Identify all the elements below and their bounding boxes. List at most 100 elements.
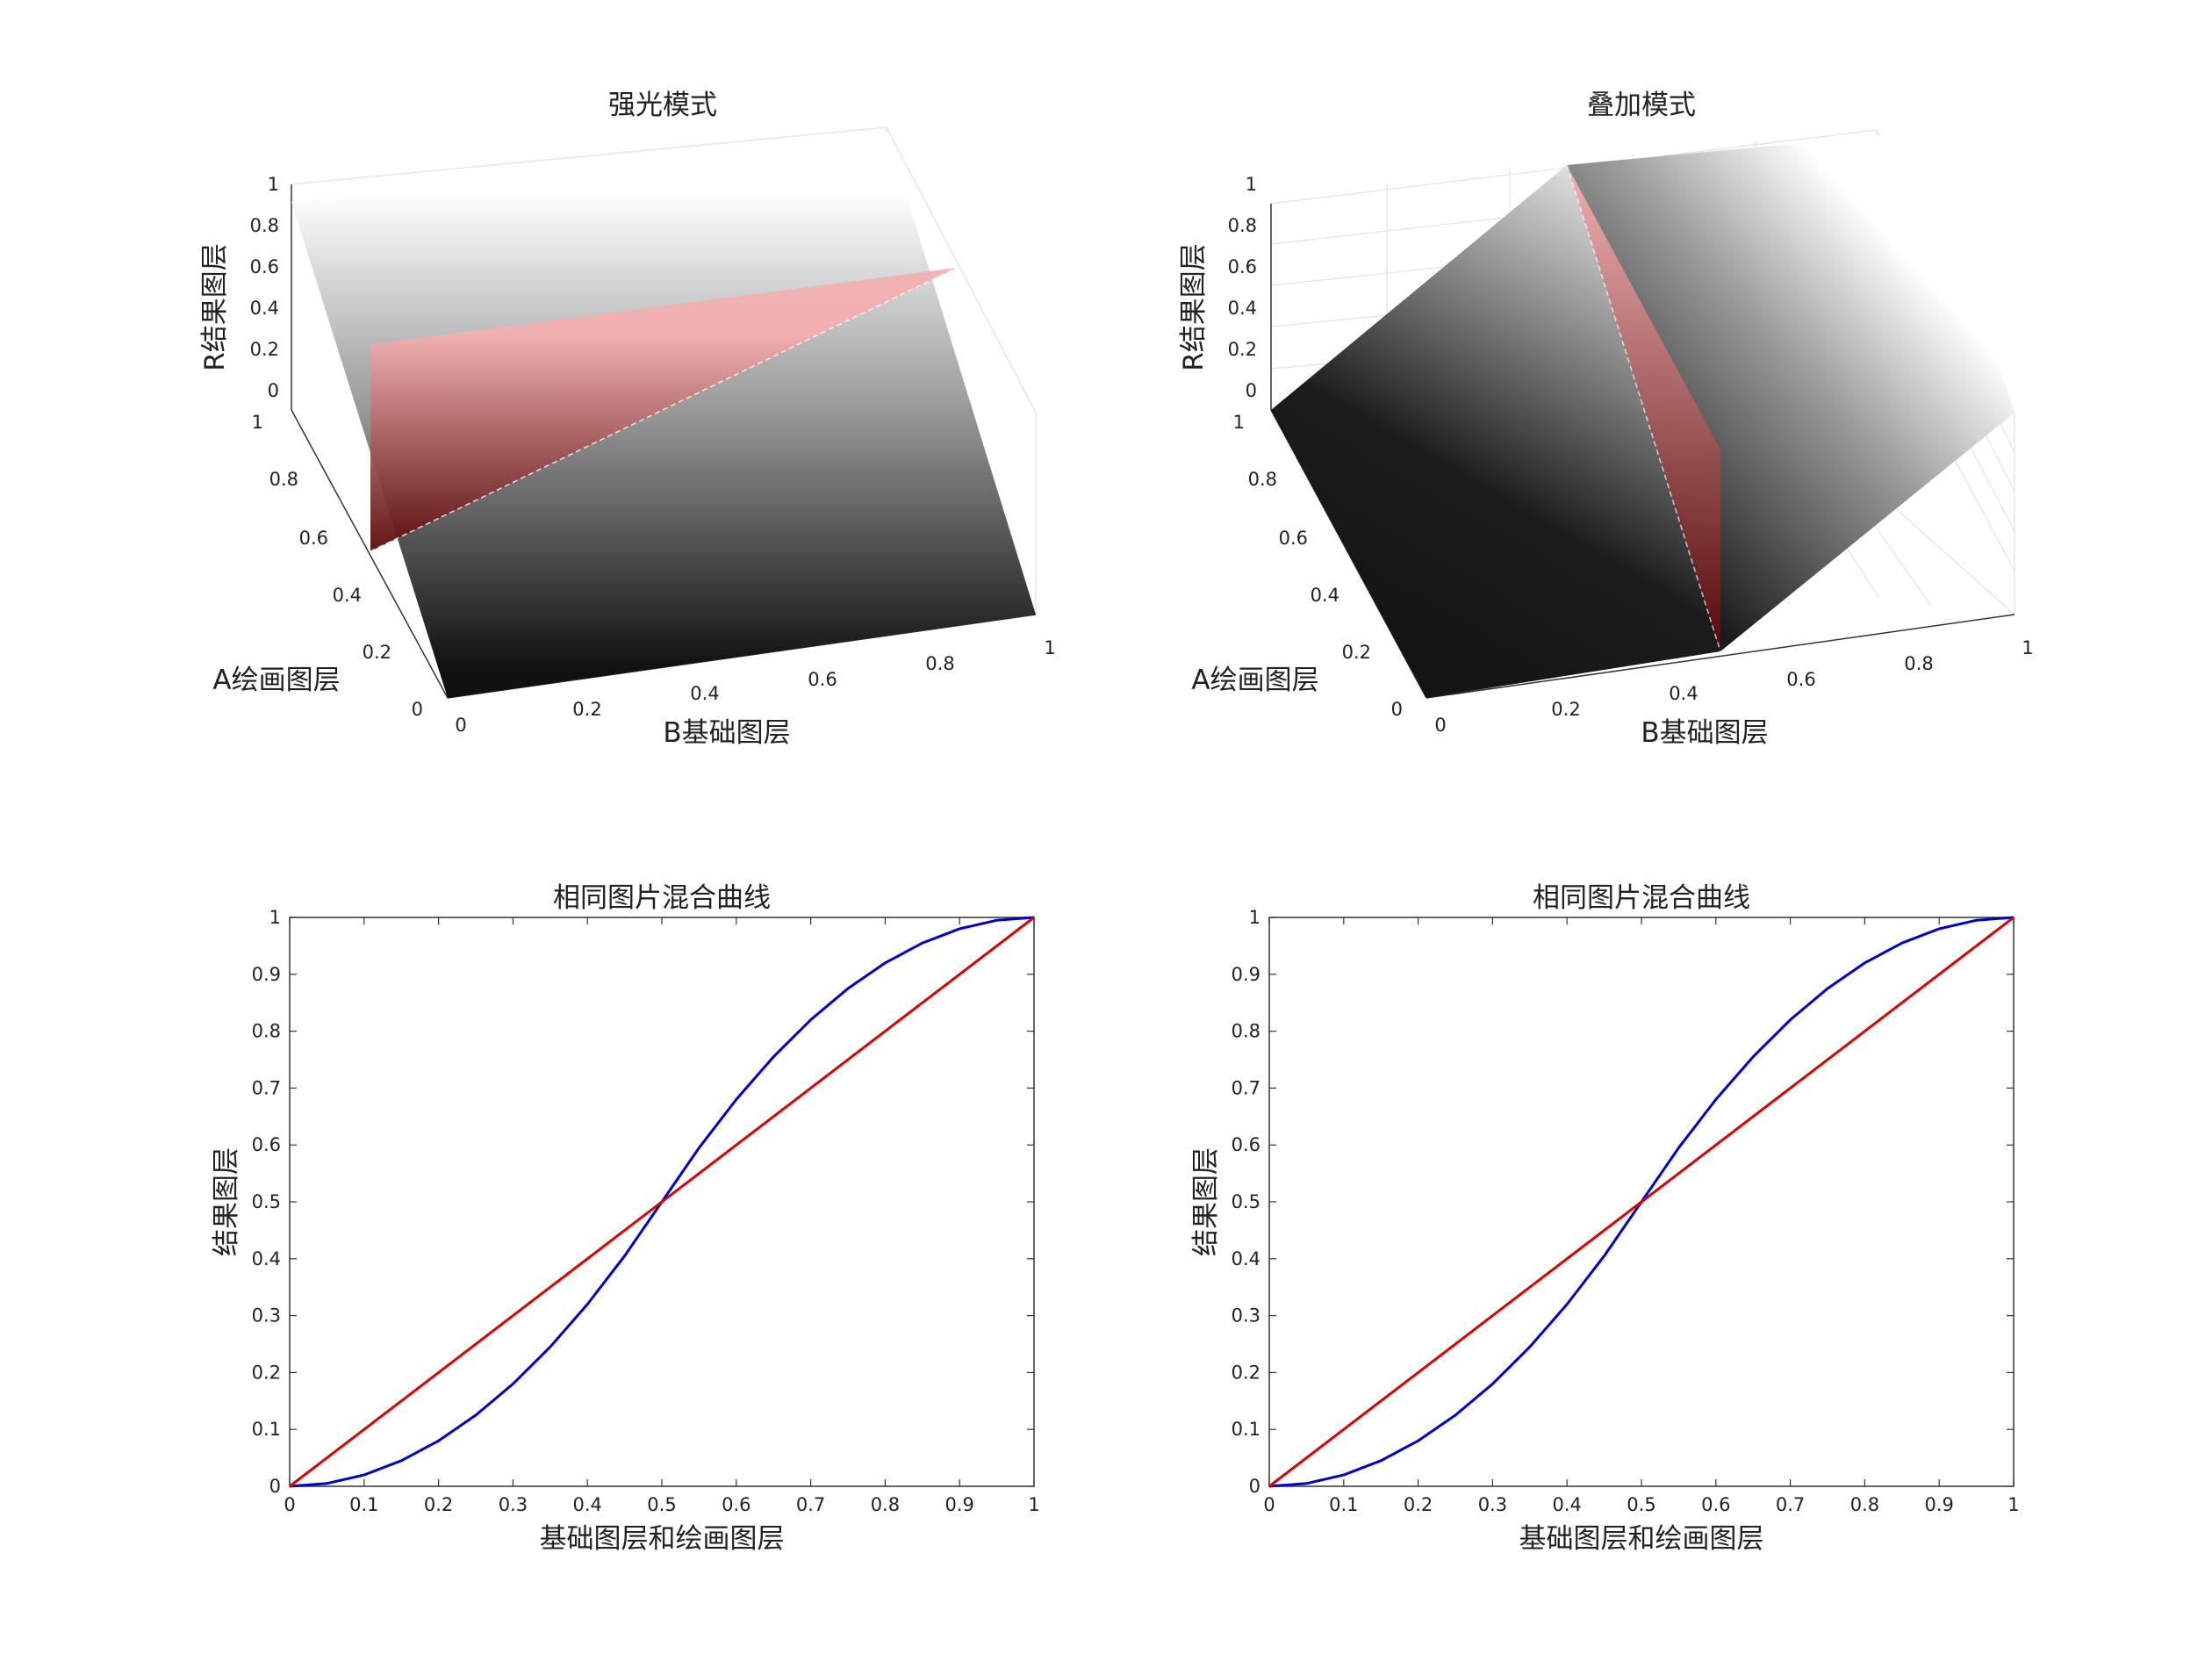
- panel-curve-right: 0 0.1 0.2 0.3 0.4 0.5 0.6 0.7 0.8 0.9 1 0 0.1 0.2 0.3 0…: [1190, 882, 2020, 1555]
- y-tick-label: 0.2: [1232, 1362, 1260, 1383]
- hard-light-title: 强光模式: [608, 90, 717, 121]
- ov-z-tick: 0.6: [1228, 256, 1257, 277]
- y-tick-label: 1: [1249, 907, 1260, 928]
- ov-y-tick: 1: [1233, 412, 1245, 433]
- y-tick-label: 0.9: [1232, 964, 1260, 985]
- hl-x-tick: 0.8: [925, 653, 954, 674]
- curve-ylabel: 结果图层: [1190, 1147, 1222, 1256]
- curve-xlabel: 基础图层和绘画图层: [1519, 1523, 1764, 1555]
- y-tick-label: 0: [1249, 1476, 1260, 1497]
- x-tick-label: 1: [2007, 1494, 2019, 1515]
- hl-z-tick: 0.8: [250, 215, 279, 236]
- hard-light-zlabel: R结果图层: [199, 243, 231, 371]
- y-tick-label: 0.9: [252, 964, 281, 985]
- hl-x-tick: 0: [455, 715, 466, 736]
- hard-light-plane-diagonal: [370, 267, 958, 552]
- ov-x-tick: 0.2: [1551, 699, 1580, 720]
- x-tick-label: 0.5: [1627, 1494, 1655, 1515]
- ov-x-tick: 0.4: [1669, 683, 1698, 704]
- x-tick-label: 0.7: [796, 1494, 825, 1515]
- ov-z-tick: 0.2: [1228, 339, 1257, 360]
- overlay-ylabel: A绘画图层: [1191, 665, 1318, 696]
- curve-xlabel: 基础图层和绘画图层: [540, 1523, 785, 1555]
- hard-light-z-ticks: 0 0.2 0.4 0.6 0.8 1: [250, 174, 279, 401]
- y-tick-label: 0.3: [252, 1305, 281, 1327]
- y-tick-label: 0.1: [252, 1419, 281, 1440]
- x-tick-label: 0.6: [722, 1494, 750, 1515]
- ov-y-tick: 0.4: [1311, 585, 1339, 606]
- hl-y-tick: 1: [252, 412, 263, 433]
- hl-x-tick: 0.4: [690, 683, 719, 704]
- overlay-surface-left: [1271, 165, 1720, 698]
- y-tick-label: 0.2: [252, 1362, 281, 1383]
- y-tick-label: 1: [269, 907, 281, 928]
- y-tick-label: 0.4: [1232, 1248, 1260, 1269]
- x-tick-label: 0.4: [572, 1494, 601, 1515]
- x-tick-label: 0: [284, 1494, 295, 1515]
- ov-z-tick: 0.4: [1228, 298, 1257, 319]
- identity-series-line: [289, 916, 1035, 1488]
- ov-z-tick: 0.8: [1228, 215, 1257, 236]
- overlay-title: 叠加模式: [1587, 90, 1696, 121]
- y-tick-label: 0.5: [252, 1191, 281, 1212]
- ov-x-tick: 0: [1434, 715, 1446, 736]
- ov-y-tick: 0.8: [1248, 469, 1277, 490]
- x-tick-label: 0.5: [647, 1494, 676, 1515]
- panel-curve-left: 0 0.1 0.2 0.3 0.4 0.5 0.6 0.7 0.8 0.9 1 0 0.1 0.2 0.3 0…: [211, 882, 1040, 1555]
- overlay-xlabel: B基础图层: [1641, 717, 1768, 749]
- ov-x-tick: 0.6: [1786, 669, 1815, 690]
- overlay-z-ticks: 0 0.2 0.4 0.6 0.8 1: [1228, 174, 1257, 401]
- x-tick-label: 0.6: [1701, 1494, 1730, 1515]
- x-tick-label: 0: [1263, 1494, 1275, 1515]
- x-tick-label: 0.4: [1552, 1494, 1581, 1515]
- hl-y-tick: 0.4: [333, 585, 362, 606]
- y-tick-label: 0.6: [252, 1134, 281, 1155]
- curve-ylabel: 结果图层: [211, 1147, 242, 1256]
- x-tick-label: 0.8: [1850, 1494, 1879, 1515]
- y-tick-label: 0.4: [252, 1248, 281, 1269]
- y-tick-label: 0.3: [1232, 1305, 1260, 1327]
- hl-y-tick: 0.2: [363, 642, 391, 663]
- overlay-plane-edge: [1566, 164, 1721, 652]
- hl-x-tick: 0.6: [808, 669, 837, 690]
- panel-hard-light: 强光模式 0 0.2 0.4 0.6 0.8 1 1 0.8: [199, 90, 1056, 749]
- y-tick-label: 0.8: [1232, 1021, 1260, 1042]
- overlay-zlabel: R结果图层: [1178, 243, 1210, 371]
- y-tick-label: 0: [269, 1476, 281, 1497]
- ov-y-tick: 0.6: [1279, 528, 1308, 549]
- ov-y-tick: 0.2: [1342, 642, 1371, 663]
- y-tick-label: 0.7: [1232, 1077, 1260, 1098]
- overlay-y-ticks: 1 0.8 0.6 0.4 0.2 0: [1233, 412, 1403, 720]
- ov-y-tick: 0: [1391, 699, 1403, 720]
- x-tick-label: 0.3: [499, 1494, 528, 1515]
- hard-light-x-ticks: 0 0.2 0.4 0.6 0.8 1: [455, 637, 1055, 736]
- y-tick-label: 0.1: [1232, 1419, 1260, 1440]
- y-tick-label: 0.5: [1232, 1191, 1260, 1212]
- ov-x-tick: 0.8: [1904, 653, 1933, 674]
- x-tick-label: 0.1: [1329, 1494, 1358, 1515]
- x-tick-label: 0.7: [1776, 1494, 1805, 1515]
- x-tick-label: 0.9: [1924, 1494, 1953, 1515]
- hard-light-ylabel: A绘画图层: [212, 665, 340, 696]
- hl-x-tick: 1: [1044, 637, 1055, 658]
- x-tick-label: 0.2: [424, 1494, 453, 1515]
- ov-x-tick: 1: [2022, 637, 2033, 658]
- hl-z-tick: 1: [268, 174, 279, 195]
- x-tick-label: 0.8: [871, 1494, 900, 1515]
- x-tick-label: 0.2: [1404, 1494, 1433, 1515]
- hard-light-xlabel: B基础图层: [663, 717, 790, 749]
- hard-light-y-ticks: 1 0.8 0.6 0.4 0.2 0: [252, 412, 423, 720]
- identity-series-line: [1268, 916, 2014, 1488]
- y-tick-label: 0.6: [1232, 1134, 1260, 1155]
- overlay-x-ticks: 0 0.2 0.4 0.6 0.8 1: [1434, 637, 2033, 736]
- ov-z-tick: 0: [1246, 380, 1257, 401]
- hl-z-tick: 0.6: [250, 256, 279, 277]
- overlay-surface-right: [1567, 132, 2014, 651]
- x-tick-label: 0.1: [349, 1494, 378, 1515]
- hard-light-surface: [291, 132, 1036, 698]
- curve-title: 相同图片混合曲线: [553, 882, 771, 914]
- hl-z-tick: 0.2: [250, 339, 279, 360]
- ov-z-tick: 1: [1246, 174, 1257, 195]
- x-tick-label: 1: [1028, 1494, 1039, 1515]
